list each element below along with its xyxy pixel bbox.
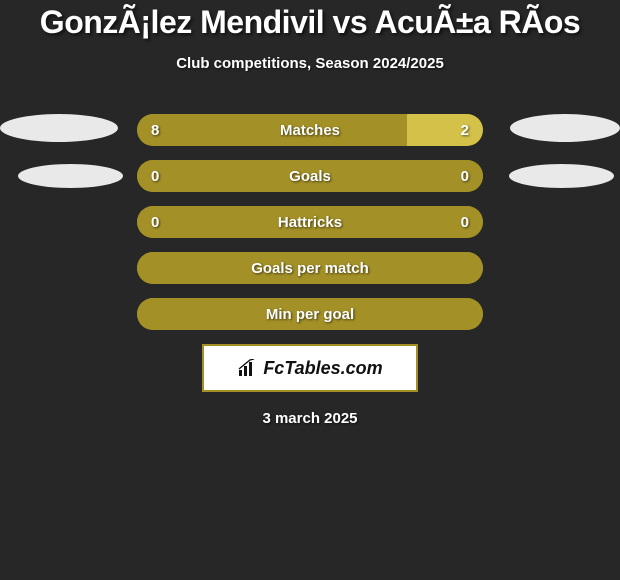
bar-label: Hattricks <box>137 214 483 231</box>
player-right-ellipse-2 <box>509 164 614 188</box>
stat-bar: Goals per match <box>137 252 483 284</box>
stat-bar: Min per goal <box>137 298 483 330</box>
bar-label: Min per goal <box>137 306 483 323</box>
logo-text: FcTables.com <box>263 358 382 379</box>
bars-group: 82Matches 00Goals 00Hattricks Goals per mat… <box>137 114 483 330</box>
bar-label: Goals <box>137 168 483 185</box>
stat-bar: 00Goals <box>137 160 483 192</box>
bar-label: Matches <box>137 122 483 139</box>
player-left-ellipse-2 <box>18 164 123 188</box>
stat-bar: 00Hattricks <box>137 206 483 238</box>
date-label: 3 march 2025 <box>0 410 620 427</box>
comparison-container: GonzÃ¡lez Mendivil vs AcuÃ±a RÃ­os Club … <box>0 0 620 580</box>
logo-box[interactable]: FcTables.com <box>202 344 418 392</box>
player-right-ellipse-1 <box>510 114 620 142</box>
chart-icon <box>237 359 259 377</box>
stats-wrapper: 82Matches 00Goals 00Hattricks Goals per mat… <box>0 114 620 427</box>
stat-bar: 82Matches <box>137 114 483 146</box>
subtitle: Club competitions, Season 2024/2025 <box>0 55 620 72</box>
page-title: GonzÃ¡lez Mendivil vs AcuÃ±a RÃ­os <box>0 4 620 41</box>
bar-label: Goals per match <box>137 260 483 277</box>
player-left-ellipse-1 <box>0 114 118 142</box>
